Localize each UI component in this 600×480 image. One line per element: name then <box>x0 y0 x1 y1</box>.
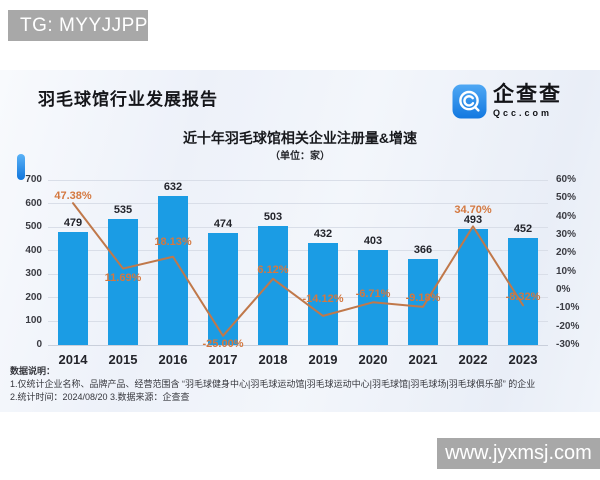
bar-value-label: 503 <box>263 211 283 224</box>
y-axis-left-tick: 500 <box>25 221 42 233</box>
y-axis-right-tick: 30% <box>556 229 577 240</box>
y-axis-right-tick: -10% <box>556 302 580 314</box>
y-axis-right-tick: -30% <box>556 339 580 350</box>
title-accent-bar <box>17 154 25 180</box>
y-axis-right-tick: 20% <box>556 247 577 259</box>
x-axis-tick: 2020 <box>358 352 388 367</box>
watermark-top-text: TG: MYYJJPP <box>20 14 148 36</box>
bar-value-label: 366 <box>413 243 433 256</box>
watermark-top-badge: TG: MYYJJPP <box>8 10 148 41</box>
growth-label: 34.70% <box>454 204 492 217</box>
y-axis-left-tick: 200 <box>25 291 42 303</box>
bar-2022 <box>458 228 488 345</box>
report-card: 羽毛球馆行业发展报告 <box>0 70 600 412</box>
gridline-300 <box>48 273 548 275</box>
y-axis-left-tick: 0 <box>36 339 42 350</box>
y-axis-right-tick: 60% <box>556 174 577 185</box>
bar-value-label: 452 <box>513 223 533 236</box>
y-axis-left-tick: 600 <box>25 197 42 209</box>
data-notes: 数据说明： 1.仅统计企业名称、品牌产品、经营范围含 “羽毛球健身中心|羽毛球运… <box>10 365 535 404</box>
y-axis-right-tick: 10% <box>556 265 577 277</box>
bar-2019 <box>308 243 338 345</box>
notes-line-2: 2.统计时间：2024/08/20 3.数据来源：企查查 <box>10 392 190 402</box>
bar-value-label: 474 <box>213 218 233 231</box>
bar-2014 <box>58 232 88 345</box>
growth-label: 11.69% <box>104 271 142 284</box>
bar-value-label: 632 <box>163 181 183 194</box>
qcc-logo-domain: Qcc.com <box>493 108 553 118</box>
growth-label: 6.12% <box>257 263 289 276</box>
y-axis-left-tick: 400 <box>25 244 42 256</box>
qcc-logo-text: 企查查 Qcc.com <box>493 83 562 119</box>
gridline-0 <box>48 344 548 346</box>
y-axis-right-tick: 0% <box>556 284 571 295</box>
bar-2015 <box>108 218 138 345</box>
watermark-bottom-text: www.jyxmsj.com <box>445 442 592 464</box>
y-axis-right-tick: -20% <box>556 320 580 332</box>
bar-2023 <box>508 238 538 345</box>
growth-label: -9.18% <box>405 291 441 304</box>
gridline-700 <box>48 179 548 181</box>
gridline-400 <box>48 250 548 252</box>
x-axis-tick: 2022 <box>458 352 488 367</box>
watermark-bottom-badge: www.jyxmsj.com <box>437 438 600 469</box>
x-axis-tick: 2018 <box>258 352 288 367</box>
growth-label: -25.00% <box>202 337 244 350</box>
x-axis-tick: 2017 <box>208 352 238 367</box>
y-axis-left-tick: 100 <box>25 315 42 327</box>
bar-value-label: 432 <box>313 228 333 241</box>
growth-label: -14.12% <box>302 292 344 305</box>
growth-label: -8.32% <box>505 291 541 304</box>
bar-value-label: 535 <box>113 203 133 216</box>
qcc-logo: 企查查 Qcc.com <box>452 84 562 119</box>
bar-2020 <box>358 250 388 345</box>
x-axis-tick: 2014 <box>58 352 88 367</box>
bar-value-label: 403 <box>363 235 383 247</box>
bar-2016 <box>158 196 188 345</box>
y-axis-right-tick: 40% <box>556 210 577 222</box>
qcc-logo-icon <box>452 84 487 119</box>
growth-label: 18.13% <box>154 235 192 248</box>
x-axis-tick: 2016 <box>158 352 188 367</box>
x-axis-tick: 2015 <box>108 352 138 367</box>
notes-line-1: 1.仅统计企业名称、品牌产品、经营范围含 “羽毛球健身中心|羽毛球运动馆|羽毛球… <box>10 379 536 389</box>
chart-subtitle: （单位：家） <box>270 151 330 162</box>
gridline-500 <box>48 226 548 228</box>
notes-heading: 数据说明： <box>10 366 56 376</box>
qcc-logo-name: 企查查 <box>493 83 562 106</box>
bar-2017 <box>208 233 238 345</box>
y-axis-left-tick: 700 <box>25 174 42 185</box>
growth-label: -6.71% <box>355 288 391 301</box>
x-axis-tick: 2019 <box>308 352 338 367</box>
x-axis-tick: 2021 <box>408 352 438 367</box>
bar-value-label: 479 <box>63 217 83 230</box>
report-title: 羽毛球馆行业发展报告 <box>38 90 218 109</box>
y-axis-right-tick: 50% <box>556 192 577 204</box>
bar-2021 <box>408 258 438 345</box>
chart-title: 近十年羽毛球馆相关企业注册量&增速 <box>182 130 418 146</box>
gridline-100 <box>48 320 548 322</box>
x-axis-tick: 2023 <box>508 352 538 367</box>
bar-value-label: 493 <box>463 213 483 226</box>
growth-line <box>72 202 524 337</box>
gridline-600 <box>48 203 548 205</box>
growth-label: 47.38% <box>54 190 92 203</box>
y-axis-left-tick: 300 <box>25 268 42 280</box>
